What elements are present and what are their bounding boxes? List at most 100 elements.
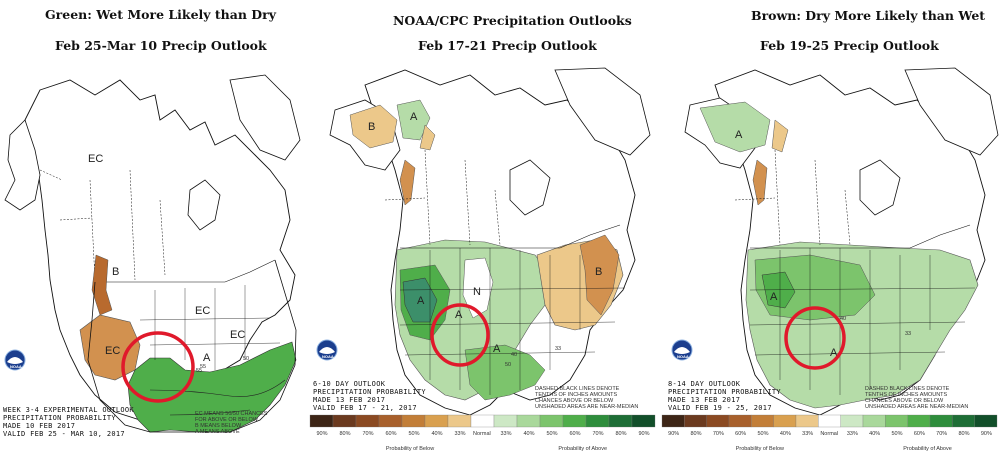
legend-label-above-2: 50% [547, 431, 558, 437]
map-text-line-3: MADE 13 FEB 2017 [313, 396, 385, 404]
label-a: A [203, 352, 211, 364]
map-text-line-4: VALID FEB 17 - 21, 2017 [313, 404, 417, 412]
greenland-outline [554, 67, 651, 156]
label-55a: 55 [196, 368, 202, 374]
noaa-logo-text: NOAA [677, 354, 689, 359]
legend-title-below: Probability of Below [386, 446, 434, 452]
legend-swatch-above-4 [929, 414, 953, 428]
dry-region-coast-strip [91, 254, 113, 316]
legend-label-above-6: 90% [981, 431, 992, 437]
contour-55-wet [149, 379, 286, 397]
legend-swatch-above-0 [493, 414, 518, 428]
label-b-2: B [595, 266, 602, 278]
legend-label-below-6: 33% [802, 431, 813, 437]
label-ec-3: EC [230, 329, 245, 341]
label-b-1: B [368, 121, 375, 133]
legend-swatch-above-2 [539, 414, 564, 428]
us-canada-border [750, 224, 971, 249]
legend-title-above: Probability of Above [558, 446, 607, 452]
yukon-dry [771, 119, 789, 153]
legend-swatch-above-0 [840, 414, 864, 428]
legend-swatch-below-0 [661, 414, 685, 428]
legend-center: 90% 80% 70% 60% 50% 40% 33% Normal 33% 40% 50% 60% 7… [309, 414, 656, 452]
hudson-bay [859, 159, 901, 216]
noaa-logo: NOAA [4, 349, 26, 371]
noaa-logo-text: NOAA [10, 364, 22, 369]
us-outline [87, 259, 297, 433]
legend-label-above-1: 40% [524, 431, 535, 437]
alaska-outline [4, 119, 41, 211]
legend-label-above-0: 33% [847, 431, 858, 437]
legend-swatch-below-4 [751, 414, 774, 428]
legend-label-above-5: 80% [616, 431, 627, 437]
legend-swatch-below-2 [355, 414, 380, 428]
map-note-1: EC MEANS 50/50 CHANCES [195, 411, 268, 417]
legend-swatch-above-4 [585, 414, 610, 428]
label-a-4: A [493, 343, 501, 355]
map-note-4: UNSHADED AREAS ARE NEAR-MEDIAN [535, 404, 638, 410]
legend-label-below-6: 33% [455, 431, 466, 437]
map-note-1: DASHED BLACK LINES DENOTE [865, 386, 950, 392]
label-ec-1: EC [88, 153, 103, 165]
label-n: N [473, 286, 481, 298]
highlight-circle [784, 306, 846, 370]
province-lines [384, 149, 501, 246]
label-40: 40 [840, 316, 846, 322]
map-text-line-4: VALID FEB 25 - MAR 10, 2017 [3, 430, 125, 438]
legend-swatch-below-4 [401, 414, 426, 428]
label-55b: 55 [200, 364, 206, 370]
map-text-line-2: PRECIPITATION PROBABILITY [313, 388, 426, 396]
map-week34-svg: EC EC EC EC B A 55 55 50 NOAA WEEK 3-4 E… [3, 74, 301, 438]
legend-swatch-below-3 [378, 414, 403, 428]
alaska-dry-region [349, 104, 398, 149]
map-text-line-1: WEEK 3-4 EXPERIMENTAL OUTLOOK [3, 406, 134, 414]
legend-swatch-below-6 [795, 414, 819, 428]
legend-swatch-below-1 [684, 414, 707, 428]
label-a-3: A [455, 309, 463, 321]
legend-label-below-0: 90% [668, 431, 679, 437]
legend-label-below-4: 50% [758, 431, 769, 437]
us-state-lines [399, 248, 626, 395]
map-text-line-4: VALID FEB 19 - 25, 2017 [668, 404, 772, 412]
legend-swatch-above-6 [631, 414, 656, 428]
map-day814: A A A 40 33 NOAA 8-14 DAY OUTLOOK PRECIP… [660, 60, 1000, 467]
legend-right: 90% 80% 70% 60% 50% 40% 33% Normal 33% 40% 50% 60% 7… [661, 414, 998, 452]
legend-label-below-1: 80% [691, 431, 702, 437]
label-ec-2: EC [195, 305, 210, 317]
legend-label-above-4: 70% [593, 431, 604, 437]
legend-swatch-above-3 [562, 414, 587, 428]
map-note-1: DASHED BLACK LINES DENOTE [535, 386, 620, 392]
label-33: 33 [555, 346, 561, 352]
greenland-outline [904, 67, 999, 156]
map-text-line-2: PRECIPITATION PROBABILITY [3, 414, 116, 422]
alaska-wet-region [699, 101, 771, 153]
legend-swatch-below-2 [706, 414, 730, 428]
province-lines [39, 169, 166, 281]
legend-label-normal: Normal [820, 431, 838, 437]
caption-right-line1: Brown: Dry More Likely than Wet [751, 8, 986, 23]
highlight-circle [121, 331, 195, 403]
label-ec-4: EC [105, 345, 120, 357]
map-day610-svg: A A A A N B B 40 50 33 NOAA 6-10 DAY OUT… [309, 67, 656, 452]
caption-right-line2: Feb 19-25 Precip Outlook [760, 38, 939, 53]
legend-swatch-above-3 [907, 414, 931, 428]
map-note-2: TENTHS OF INCHES AMOUNTS [865, 392, 948, 398]
legend-label-above-6: 90% [639, 431, 650, 437]
label-a-3: A [830, 347, 838, 359]
legend-swatch-below-5 [424, 414, 449, 428]
map-note-2: FOR ABOVE OR BELOW [195, 417, 259, 423]
caption-left-line2: Feb 25-Mar 10 Precip Outlook [55, 38, 267, 53]
map-day610: A A A A N B B 40 50 33 NOAA 6-10 DAY OUT… [305, 60, 660, 467]
legend-swatch-above-1 [862, 414, 886, 428]
legend-swatch-below-1 [332, 414, 357, 428]
label-a-1: A [410, 111, 418, 123]
caption-left-line1: Green: Wet More Likely than Dry [45, 7, 276, 22]
legend-label-above-3: 60% [570, 431, 581, 437]
map-note-4: A MEANS ABOVE [195, 429, 240, 435]
yukon-dry [419, 124, 436, 151]
map-text-line-3: MADE 13 FEB 2017 [668, 396, 740, 404]
map-text-line-2: PRECIPITATION PROBABILITY [668, 388, 781, 396]
map-note-3: CHANCES ABOVE OR BELOW [535, 398, 614, 404]
dry-region-east-strong [579, 234, 620, 316]
label-a-1: A [735, 129, 743, 141]
